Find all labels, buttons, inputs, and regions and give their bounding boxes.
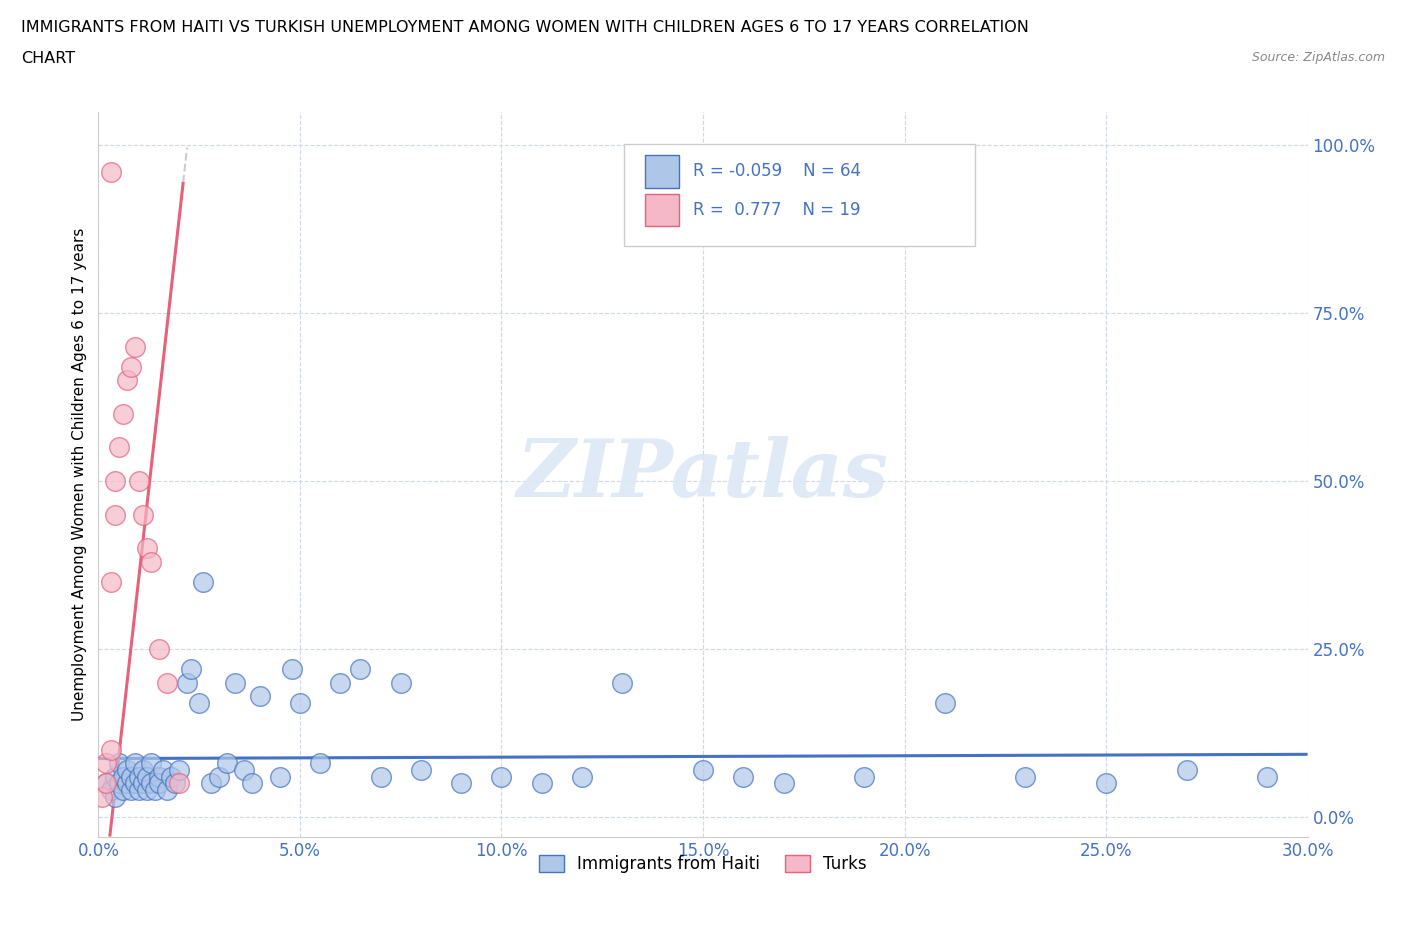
Point: [135, 782, 157, 797]
Point: [128, 782, 150, 797]
Point: [128, 473, 150, 488]
Point: [107, 440, 129, 455]
Point: [103, 473, 125, 488]
Point: [530, 776, 553, 790]
Point: [156, 782, 179, 797]
Point: [124, 339, 146, 354]
Point: [115, 373, 138, 388]
Point: [571, 769, 593, 784]
Point: [288, 696, 311, 711]
Point: [772, 776, 794, 790]
Point: [148, 776, 170, 790]
Point: [240, 776, 263, 790]
Point: [91, 790, 114, 804]
Point: [370, 769, 392, 784]
Point: [180, 661, 202, 676]
Point: [139, 554, 162, 569]
Point: [139, 756, 162, 771]
Point: [107, 756, 129, 771]
Point: [1014, 769, 1036, 784]
Text: CHART: CHART: [21, 51, 75, 66]
Text: R = -0.059    N = 64: R = -0.059 N = 64: [693, 162, 862, 180]
Point: [249, 688, 271, 703]
Point: [491, 769, 513, 784]
Point: [132, 507, 155, 522]
Point: [96, 776, 118, 790]
Point: [733, 769, 755, 784]
Point: [135, 540, 157, 555]
Point: [100, 782, 122, 797]
Point: [120, 769, 142, 784]
Point: [450, 776, 472, 790]
Point: [135, 769, 157, 784]
Point: [309, 756, 332, 771]
Point: [612, 675, 634, 690]
Point: [148, 769, 170, 784]
Point: [934, 696, 956, 711]
Point: [103, 507, 125, 522]
Point: [160, 769, 183, 784]
Point: [111, 782, 134, 797]
Point: [281, 661, 304, 676]
Point: [1256, 769, 1278, 784]
Point: [167, 763, 190, 777]
Point: [120, 359, 142, 374]
Point: [103, 790, 125, 804]
Point: [409, 763, 432, 777]
Point: [107, 776, 129, 790]
Point: [156, 675, 179, 690]
Bar: [645, 193, 679, 226]
Point: [132, 763, 155, 777]
Point: [167, 776, 190, 790]
Point: [232, 763, 254, 777]
Point: [269, 769, 291, 784]
Point: [139, 776, 162, 790]
Point: [96, 756, 118, 771]
Point: [111, 406, 134, 421]
Point: [124, 776, 146, 790]
Point: [120, 782, 142, 797]
Point: [200, 776, 222, 790]
Y-axis label: Unemployment Among Women with Children Ages 6 to 17 years: Unemployment Among Women with Children A…: [72, 228, 87, 721]
Point: [193, 575, 215, 590]
Point: [100, 742, 122, 757]
Point: [208, 769, 231, 784]
Point: [143, 782, 166, 797]
Point: [692, 763, 714, 777]
Point: [124, 756, 146, 771]
Point: [853, 769, 876, 784]
Point: [148, 642, 170, 657]
Legend: Immigrants from Haiti, Turks: Immigrants from Haiti, Turks: [533, 848, 873, 880]
Text: Source: ZipAtlas.com: Source: ZipAtlas.com: [1251, 51, 1385, 64]
Text: ZIPatlas: ZIPatlas: [517, 435, 889, 513]
Point: [115, 776, 138, 790]
Point: [329, 675, 352, 690]
Point: [115, 763, 138, 777]
Point: [176, 675, 198, 690]
FancyBboxPatch shape: [624, 144, 976, 246]
Point: [1095, 776, 1118, 790]
Point: [217, 756, 239, 771]
Point: [100, 575, 122, 590]
Point: [103, 769, 125, 784]
Point: [111, 769, 134, 784]
Text: IMMIGRANTS FROM HAITI VS TURKISH UNEMPLOYMENT AMONG WOMEN WITH CHILDREN AGES 6 T: IMMIGRANTS FROM HAITI VS TURKISH UNEMPLO…: [21, 20, 1029, 35]
Point: [100, 165, 122, 179]
Point: [152, 763, 174, 777]
Point: [188, 696, 211, 711]
Point: [128, 769, 150, 784]
Point: [349, 661, 371, 676]
Point: [389, 675, 412, 690]
Point: [163, 776, 186, 790]
Point: [96, 776, 118, 790]
Text: R =  0.777    N = 19: R = 0.777 N = 19: [693, 201, 860, 219]
Point: [224, 675, 246, 690]
Bar: [645, 155, 679, 188]
Point: [1175, 763, 1198, 777]
Point: [132, 776, 155, 790]
